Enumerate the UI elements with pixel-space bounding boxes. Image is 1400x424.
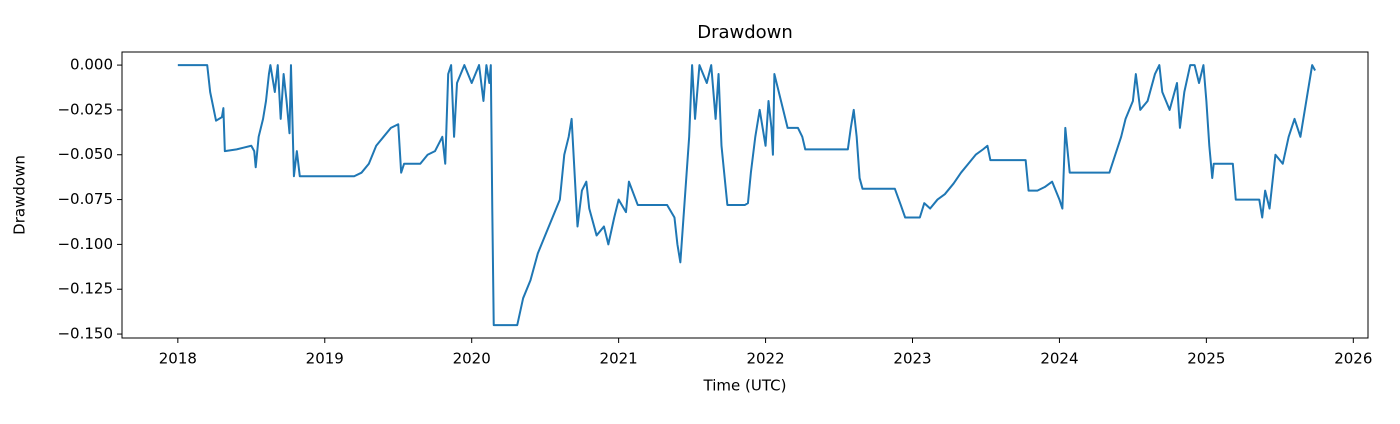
y-tick-label: −0.150 bbox=[57, 325, 113, 343]
x-tick-label: 2018 bbox=[159, 350, 197, 368]
x-tick-label: 2020 bbox=[453, 350, 491, 368]
x-tick-label: 2019 bbox=[306, 350, 344, 368]
y-tick-label: −0.125 bbox=[57, 280, 113, 298]
y-tick-label: −0.050 bbox=[57, 145, 113, 163]
y-tick-label: 0.000 bbox=[70, 56, 113, 74]
chart-title: Drawdown bbox=[697, 22, 793, 43]
x-tick-label: 2022 bbox=[746, 350, 784, 368]
drawdown-line bbox=[177, 64, 1316, 327]
x-axis-label: Time (UTC) bbox=[703, 377, 787, 395]
y-tick-label: −0.100 bbox=[57, 235, 113, 253]
x-tick-label: 2024 bbox=[1040, 350, 1078, 368]
y-tick-label: −0.025 bbox=[57, 100, 113, 118]
y-axis-label: Drawdown bbox=[11, 155, 29, 235]
x-tick-label: 2021 bbox=[600, 350, 638, 368]
x-tick-label: 2023 bbox=[893, 350, 931, 368]
plot-frame bbox=[121, 51, 1369, 339]
y-tick-label: −0.075 bbox=[57, 190, 113, 208]
x-tick-label: 2025 bbox=[1187, 350, 1225, 368]
x-tick-label: 2026 bbox=[1334, 350, 1372, 368]
